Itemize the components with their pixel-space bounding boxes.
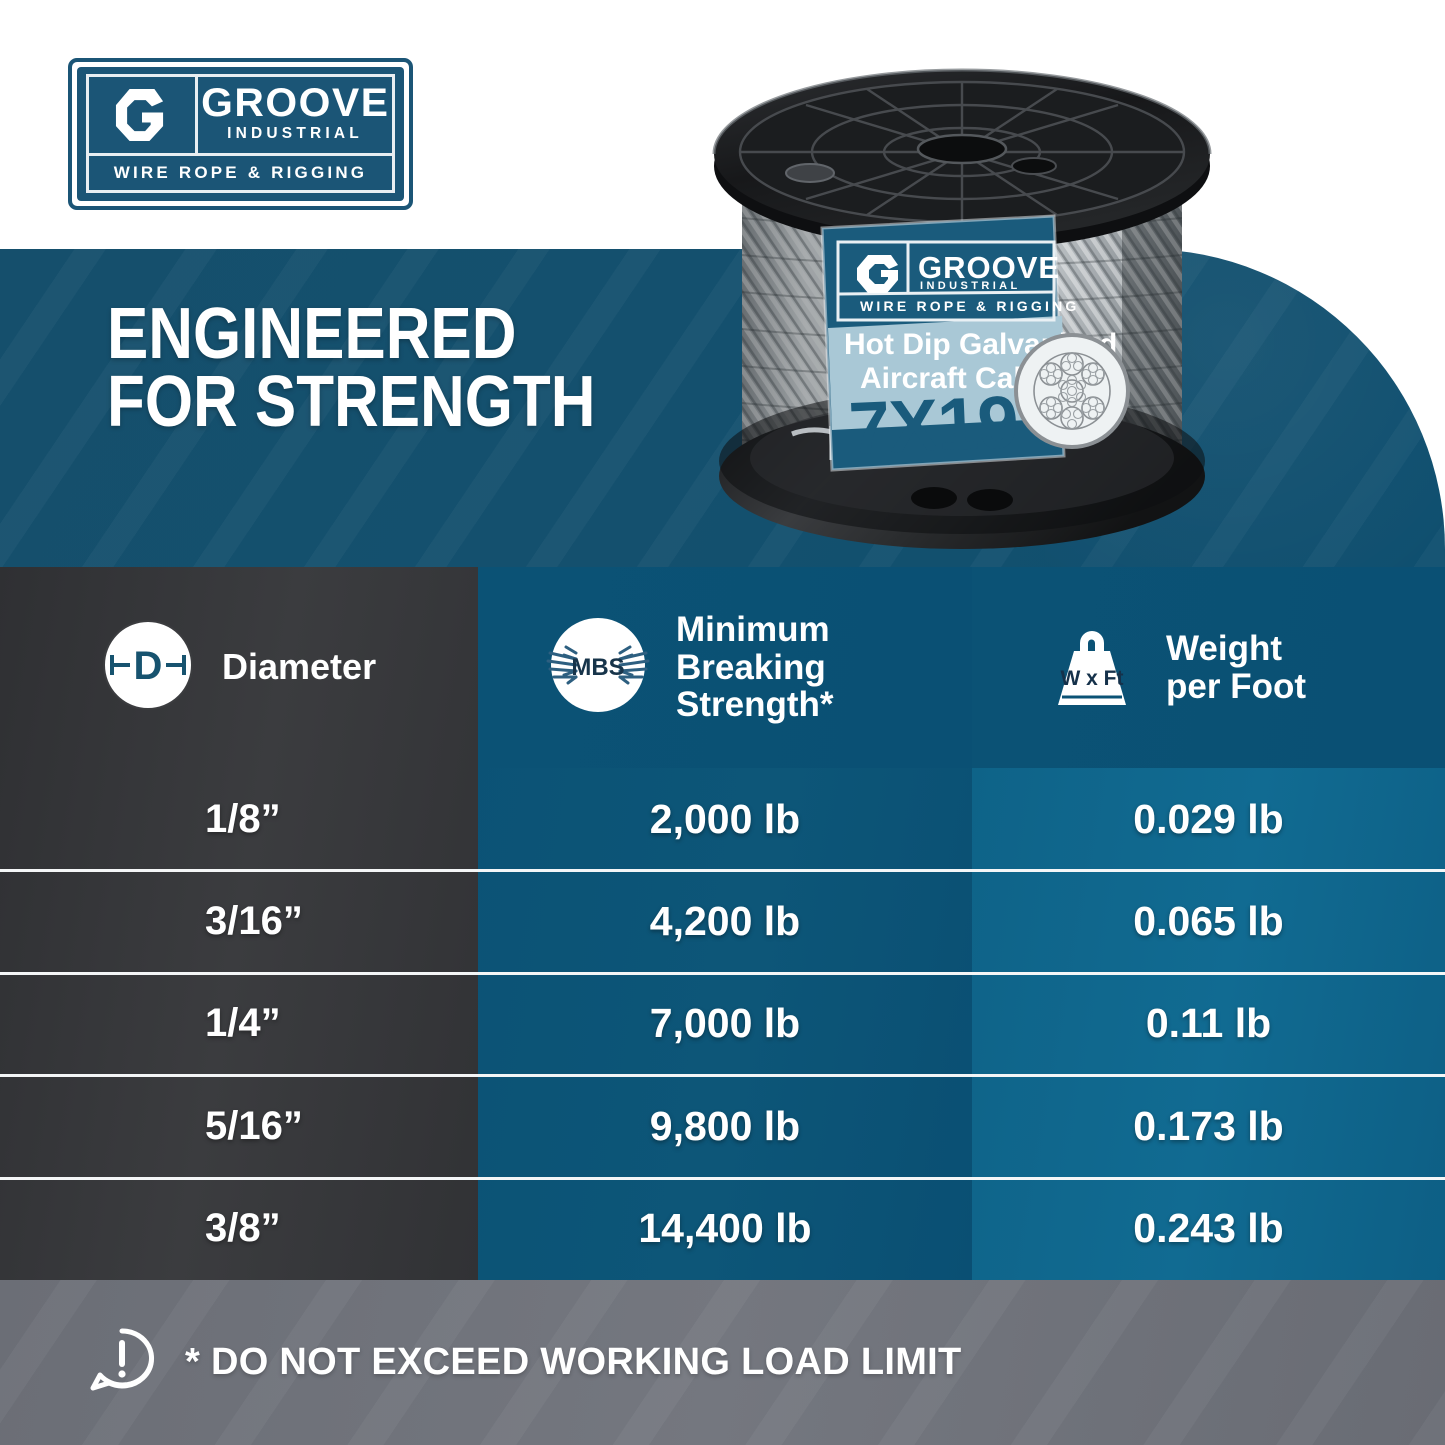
warning-text: * DO NOT EXCEED WORKING LOAD LIMIT — [185, 1341, 962, 1383]
table-row: 3/8” 14,400 lb 0.243 lb — [0, 1178, 1445, 1280]
cell-mbs: 7,000 lb — [649, 1000, 801, 1047]
logo-name-secondary: INDUSTRIAL — [227, 124, 363, 142]
cell-diameter: 5/16” — [205, 1103, 303, 1148]
table-row: 1/8” 2,000 lb 0.029 lb — [0, 768, 1445, 870]
cell-weight: 0.173 lb — [1133, 1102, 1284, 1149]
cell-mbs: 9,800 lb — [649, 1102, 801, 1149]
svg-text:WIRE ROPE & RIGGING: WIRE ROPE & RIGGING — [860, 298, 1079, 314]
header-cell-diameter: D Diameter — [0, 567, 478, 768]
exclamation-bubble-icon — [85, 1323, 159, 1402]
product-label: GROOVE INDUSTRIAL WIRE ROPE & RIGGING Ho… — [820, 214, 1130, 472]
row-divider — [0, 869, 1445, 873]
diameter-icon: D — [96, 613, 200, 722]
header-label-diameter: Diameter — [222, 646, 377, 688]
svg-text:GROOVE: GROOVE — [918, 250, 1060, 285]
table-row: 5/16” 9,800 lb 0.173 lb — [0, 1075, 1445, 1177]
table-body: 1/8” 2,000 lb 0.029 lb 3/16” 4,200 lb 0.065 l… — [0, 768, 1445, 1280]
footer-warning-bar: * DO NOT EXCEED WORKING LOAD LIMIT — [0, 1280, 1445, 1445]
mbs-icon: MBS — [542, 609, 654, 726]
header-label-weight: Weight per Foot — [1166, 629, 1306, 706]
cell-weight: 0.11 lb — [1145, 1000, 1272, 1047]
column-bg-diameter — [0, 567, 478, 1280]
cell-diameter: 3/16” — [205, 899, 303, 944]
svg-text:INDUSTRIAL: INDUSTRIAL — [920, 280, 1021, 292]
cell-mbs: 4,200 lb — [649, 898, 801, 945]
row-divider — [0, 1074, 1445, 1078]
logo-name-primary: GROOVE — [200, 81, 390, 126]
table-header-row: D Diameter — [0, 567, 1445, 768]
logo-header: GROOVE INDUSTRIAL WIRE ROPE & RIGGING — [0, 0, 1445, 249]
g-monogram-icon — [89, 77, 199, 153]
header-cell-weight: W x Ft Weight per Foot — [972, 567, 1445, 768]
table-row: 1/4” 7,000 lb 0.11 lb — [0, 973, 1445, 1075]
brand-logo: GROOVE INDUSTRIAL WIRE ROPE & RIGGING — [68, 58, 413, 210]
page-title: ENGINEERED FOR STRENGTH — [107, 294, 596, 443]
svg-text:7X19: 7X19 — [847, 380, 1019, 470]
rope-cross-section-icon — [1014, 333, 1130, 449]
cell-mbs: 14,400 lb — [638, 1205, 812, 1252]
row-divider — [0, 971, 1445, 975]
cell-diameter: 3/8” — [205, 1206, 281, 1251]
cell-diameter: 1/4” — [205, 1001, 281, 1046]
cell-weight: 0.029 lb — [1133, 795, 1284, 842]
cell-mbs: 2,000 lb — [649, 795, 801, 842]
product-image-spool: GROOVE INDUSTRIAL WIRE ROPE & RIGGING Ho… — [682, 6, 1242, 584]
header-label-mbs: Minimum Breaking Strength* — [676, 610, 834, 725]
cell-weight: 0.065 lb — [1133, 898, 1284, 945]
svg-text:W x Ft: W x Ft — [1061, 667, 1124, 690]
table-row: 3/16” 4,200 lb 0.065 lb — [0, 870, 1445, 972]
svg-text:D: D — [134, 644, 163, 688]
spec-table: D Diameter — [0, 567, 1445, 1280]
row-divider — [0, 1176, 1445, 1180]
svg-text:MBS: MBS — [571, 654, 624, 681]
cell-diameter: 1/8” — [205, 796, 281, 841]
header-cell-mbs: MBS Minimum Breaking Strength* — [478, 567, 972, 768]
cell-weight: 0.243 lb — [1133, 1205, 1284, 1252]
weight-icon: W x Ft — [1040, 613, 1144, 722]
logo-tagline: WIRE ROPE & RIGGING — [113, 163, 368, 182]
